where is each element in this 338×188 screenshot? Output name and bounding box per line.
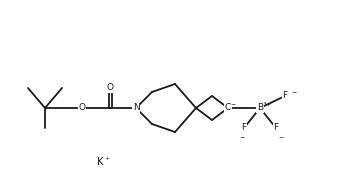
Text: K: K [97, 157, 103, 167]
Text: −: − [239, 134, 245, 139]
Text: −: − [291, 89, 297, 95]
Text: F: F [241, 124, 246, 133]
Text: F: F [283, 92, 288, 101]
Text: N: N [132, 104, 139, 112]
Text: F: F [273, 124, 279, 133]
Text: O: O [78, 104, 86, 112]
Text: −: − [279, 134, 284, 139]
Text: B: B [257, 104, 263, 112]
Text: 3+: 3+ [262, 102, 272, 106]
Text: +: + [104, 155, 110, 161]
Text: O: O [106, 83, 114, 92]
Text: C: C [225, 104, 231, 112]
Text: −: − [231, 102, 236, 106]
